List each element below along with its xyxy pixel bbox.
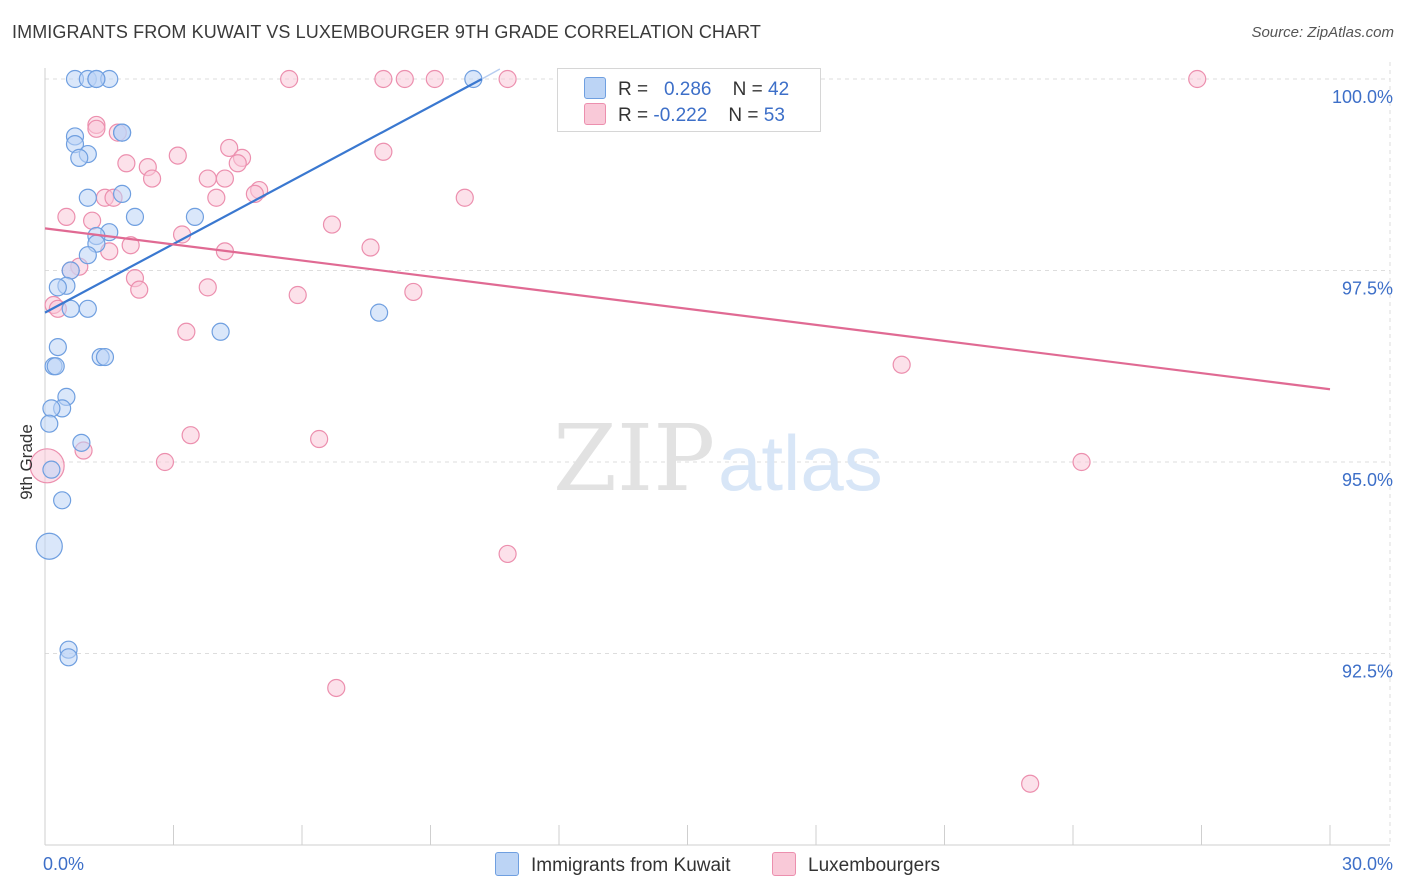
pink-point [1021, 774, 1040, 793]
legend-n-label: N = [732, 79, 763, 100]
pink-point [117, 154, 136, 173]
bottom-legend-kuwait: Immigrants from Kuwait [495, 852, 731, 877]
y-tick-label: 92.5% [1342, 662, 1393, 682]
pink-point [87, 119, 106, 138]
blue-point [42, 460, 61, 479]
blue-trend-extension [481, 68, 501, 80]
blue-point [59, 648, 78, 667]
pink-point [198, 169, 217, 188]
pink-point [498, 69, 517, 89]
pink-point [228, 154, 247, 173]
pink-point [57, 207, 76, 226]
x-tick-label: 0.0% [43, 854, 84, 874]
blue-point [53, 491, 72, 510]
pink-point [322, 215, 342, 234]
bottom-legend-swatch-pink [772, 852, 796, 876]
chart-title: IMMIGRANTS FROM KUWAIT VS LUXEMBOURGER 9… [12, 22, 762, 42]
pink-point [310, 429, 329, 449]
legend-swatch-blue [584, 77, 606, 99]
blue-point [78, 299, 97, 318]
pink-point [198, 278, 217, 297]
legend-swatch-pink [584, 103, 606, 125]
pink-point [327, 678, 346, 698]
legend-r-label: R = [618, 79, 649, 100]
blue-point [464, 69, 483, 89]
blue-point [370, 303, 389, 322]
pink-point [83, 211, 102, 230]
pink-point [121, 236, 140, 255]
legend-n-value-kuwait: 42 [768, 79, 790, 100]
pink-point [361, 238, 380, 257]
bottom-legend-swatch-blue [495, 852, 519, 876]
pink-point [892, 355, 911, 374]
axes [44, 68, 1390, 846]
watermark: ZIP atlas [553, 405, 883, 512]
blue-point [40, 414, 59, 433]
y-tick-label: 97.5% [1342, 279, 1393, 299]
pink-point [404, 282, 423, 302]
blue-point [35, 532, 63, 560]
blue-point [61, 261, 80, 280]
blue-trend-line [44, 78, 483, 314]
bottom-legend-luxembourg: Luxembourgers [772, 852, 940, 877]
blue-point [112, 123, 132, 142]
blue-point [78, 246, 97, 265]
pink-point [215, 169, 234, 188]
legend-r-value-luxembourg: -0.222 [653, 105, 708, 126]
pink-point [142, 169, 162, 188]
legend-r-label: R = [618, 105, 649, 126]
legend-n-label: N = [728, 105, 759, 126]
legend-n-value-luxembourg: 53 [763, 105, 785, 126]
pink-point [498, 544, 517, 564]
tick-labels: 100.0% 97.5% 95.0% 92.5% 0.0% 30.0% [43, 87, 1393, 874]
watermark-zip: ZIP [553, 405, 715, 512]
blue-point [48, 278, 67, 297]
blue-point [72, 433, 91, 452]
blue-point [46, 357, 65, 376]
pink-point [374, 142, 393, 161]
blue-point [95, 347, 115, 367]
blue-point [211, 322, 230, 341]
legend-row-luxembourg: R = -0.222 N = 53 [584, 103, 785, 127]
blue-point [42, 399, 61, 418]
pink-point [1072, 452, 1091, 472]
watermark-atlas: atlas [718, 419, 883, 507]
stats-legend: R = 0.286 N = 42 R = -0.222 N = 53 [557, 68, 821, 132]
bottom-legend-label-luxembourg: Luxembourgers [808, 855, 941, 876]
pink-point [288, 285, 307, 305]
pink-point [168, 146, 187, 165]
pink-point [130, 280, 149, 299]
pink-point [1188, 69, 1207, 89]
pink-point [181, 426, 200, 445]
bottom-legend-label-kuwait: Immigrants from Kuwait [531, 855, 731, 876]
pink-point [177, 322, 196, 341]
x-tick-label: 30.0% [1342, 854, 1393, 874]
y-axis-label: 9th Grade [17, 424, 36, 500]
pink-point [280, 69, 299, 89]
pink-point [455, 188, 474, 207]
source-label: Source: ZipAtlas.com [1251, 24, 1394, 41]
blue-point [112, 184, 132, 203]
y-tick-label: 100.0% [1332, 87, 1393, 107]
legend-row-kuwait: R = 0.286 N = 42 [584, 77, 789, 101]
trend-lines [44, 68, 1331, 391]
legend-r-value-kuwait: 0.286 [663, 79, 712, 100]
pink-point [374, 69, 393, 89]
pink-point [425, 69, 444, 89]
blue-point [87, 69, 106, 89]
y-tick-label: 95.0% [1342, 470, 1393, 490]
blue-point [70, 148, 89, 167]
pink-points [29, 69, 1207, 793]
blue-point [48, 338, 67, 357]
pink-point [155, 452, 175, 472]
blue-point [78, 188, 97, 207]
pink-point [395, 69, 414, 89]
pink-trend-line [44, 227, 1331, 391]
blue-points [35, 69, 483, 667]
blue-point [185, 207, 205, 226]
pink-point [207, 188, 226, 207]
blue-point [125, 207, 145, 226]
pink-point [220, 138, 239, 158]
